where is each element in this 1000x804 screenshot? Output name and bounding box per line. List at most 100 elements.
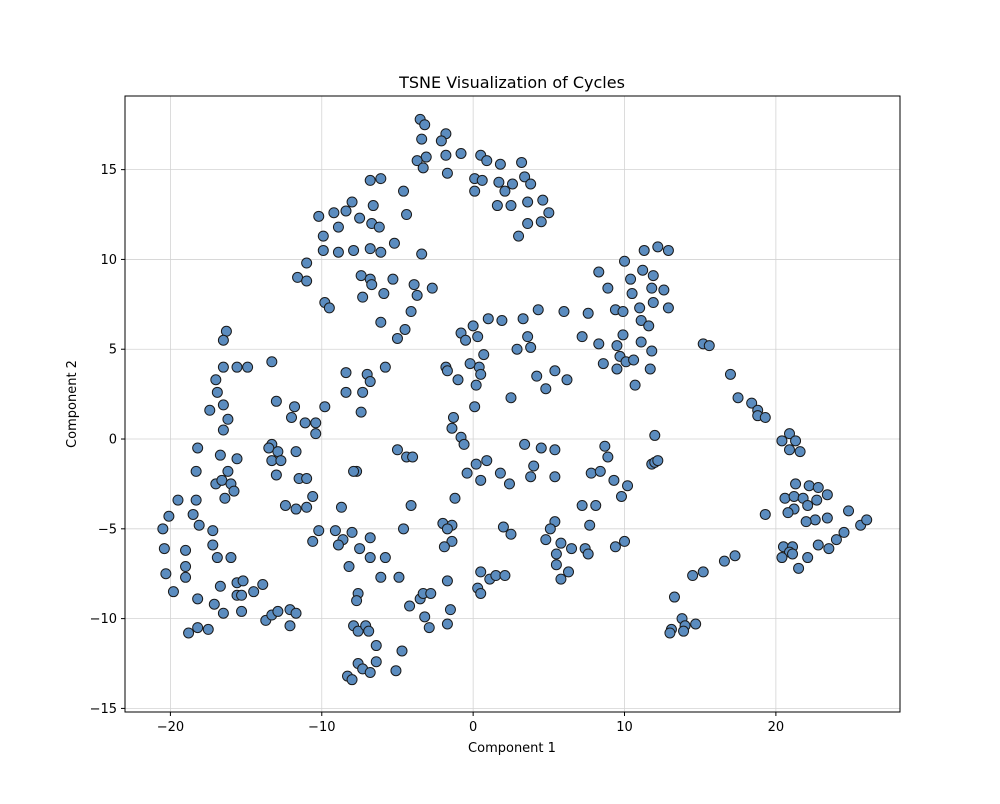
scatter-point bbox=[419, 119, 431, 131]
scatter-point bbox=[790, 478, 802, 490]
scatter-point bbox=[332, 539, 344, 551]
scatter-point bbox=[228, 485, 240, 497]
scatter-point bbox=[590, 499, 602, 511]
scatter-point bbox=[313, 525, 325, 537]
scatter-point bbox=[460, 334, 472, 346]
scatter-point bbox=[499, 570, 511, 582]
scatter-point bbox=[664, 627, 676, 639]
scatter-point bbox=[236, 605, 248, 617]
scatter-point bbox=[441, 365, 453, 377]
x-axis-label: Component 1 bbox=[468, 741, 556, 756]
scatter-point bbox=[379, 361, 391, 373]
scatter-point bbox=[549, 471, 561, 483]
scatter-point bbox=[180, 561, 192, 573]
scatter-point bbox=[522, 196, 534, 208]
scatter-point bbox=[776, 435, 788, 447]
y-axis-label: Component 2 bbox=[65, 360, 80, 448]
scatter-point bbox=[637, 264, 649, 276]
scatter-point bbox=[475, 474, 487, 486]
scatter-point bbox=[703, 340, 715, 352]
scatter-point bbox=[346, 196, 358, 208]
y-tick-label: 0 bbox=[109, 433, 117, 448]
scatter-point bbox=[446, 535, 458, 547]
scatter-point bbox=[662, 302, 674, 314]
scatter-point bbox=[652, 241, 664, 253]
scatter-point bbox=[784, 428, 796, 440]
scatter-point bbox=[208, 598, 220, 610]
scatter-point bbox=[522, 331, 534, 343]
y-tick-label: −5 bbox=[98, 522, 117, 537]
scatter-point bbox=[540, 534, 552, 546]
scatter-point bbox=[525, 178, 537, 190]
scatter-point bbox=[611, 340, 623, 352]
scatter-point bbox=[404, 600, 416, 612]
scatter-point bbox=[493, 176, 505, 188]
scatter-point bbox=[555, 537, 567, 549]
scatter-point bbox=[779, 492, 791, 504]
scatter-point bbox=[809, 514, 821, 526]
scatter-point bbox=[458, 438, 470, 450]
scatter-point bbox=[576, 499, 588, 511]
scatter-point bbox=[364, 552, 376, 564]
scatter-point bbox=[537, 194, 549, 206]
scatter-point bbox=[776, 552, 788, 564]
scatter-point bbox=[366, 279, 378, 291]
scatter-point bbox=[346, 674, 358, 686]
scatter-point bbox=[513, 230, 525, 242]
scatter-point bbox=[729, 550, 741, 562]
y-tick-label: −15 bbox=[90, 702, 117, 717]
scatter-point bbox=[211, 552, 223, 564]
scatter-point bbox=[266, 455, 278, 467]
scatter-point bbox=[370, 640, 382, 652]
scatter-point bbox=[375, 246, 387, 258]
scatter-point bbox=[467, 320, 479, 332]
scatter-point bbox=[375, 571, 387, 583]
scatter-point bbox=[503, 478, 515, 490]
scatter-point bbox=[566, 543, 578, 555]
scatter-point bbox=[420, 151, 432, 163]
scatter-point bbox=[219, 492, 231, 504]
scatter-point bbox=[335, 501, 347, 513]
scatter-point bbox=[446, 422, 458, 434]
scatter-point bbox=[481, 155, 493, 167]
data-points bbox=[157, 113, 873, 686]
scatter-point bbox=[658, 284, 670, 296]
scatter-point bbox=[231, 453, 243, 465]
y-tick-label: −10 bbox=[90, 612, 117, 627]
scatter-point bbox=[355, 406, 367, 418]
scatter-point bbox=[635, 336, 647, 348]
scatter-point bbox=[310, 417, 322, 429]
scatter-point bbox=[279, 499, 291, 511]
scatter-point bbox=[787, 548, 799, 560]
scatter-point bbox=[396, 645, 408, 657]
scatter-point bbox=[593, 338, 605, 350]
scatter-point bbox=[496, 314, 508, 326]
scatter-point bbox=[455, 147, 467, 159]
scatter-point bbox=[643, 320, 655, 332]
scatter-point bbox=[266, 356, 278, 368]
scatter-point bbox=[794, 446, 806, 458]
scatter-point bbox=[535, 442, 547, 454]
scatter-point bbox=[214, 449, 226, 461]
scatter-point bbox=[611, 363, 623, 375]
scatter-point bbox=[476, 174, 488, 186]
x-tick-label: −20 bbox=[157, 720, 184, 735]
scatter-point bbox=[172, 494, 184, 506]
scatter-point bbox=[491, 200, 503, 212]
scatter-point bbox=[535, 216, 547, 228]
y-tick-label: 5 bbox=[109, 343, 117, 358]
scatter-point bbox=[800, 516, 812, 528]
x-tick-label: 10 bbox=[616, 720, 633, 735]
scatter-point bbox=[317, 230, 329, 242]
scatter-point bbox=[843, 505, 855, 517]
scatter-point bbox=[861, 514, 873, 526]
scatter-point bbox=[363, 625, 375, 637]
scatter-point bbox=[505, 392, 517, 404]
scatter-point bbox=[550, 548, 562, 560]
scatter-point bbox=[475, 566, 487, 578]
scatter-point bbox=[355, 270, 367, 282]
scatter-point bbox=[821, 512, 833, 524]
scatter-point bbox=[626, 288, 638, 300]
grid-lines bbox=[125, 96, 900, 712]
scatter-point bbox=[490, 570, 502, 582]
